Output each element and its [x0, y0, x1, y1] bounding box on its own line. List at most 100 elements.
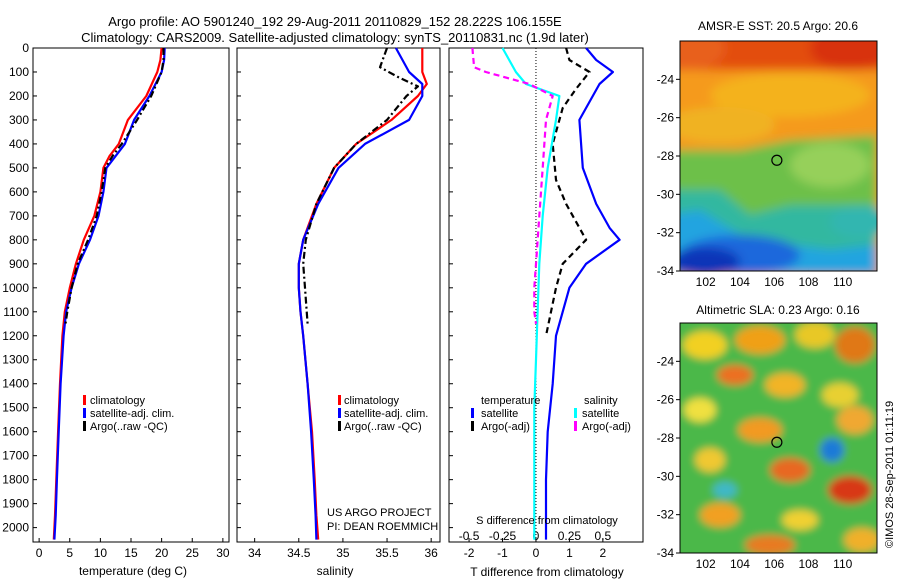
x-tick-label: 0	[36, 546, 43, 560]
map-lat-tick-label: -30	[657, 187, 675, 201]
header-title: Argo profile: AO 5901240_192 29-Aug-2011…	[108, 14, 562, 29]
legend-marker-s-satellite	[574, 408, 577, 418]
legend-label-satellite: satellite-adj. clim.	[90, 408, 174, 420]
depth-tick-label: 1400	[2, 377, 29, 391]
map-lat-tick-label: -30	[657, 469, 675, 483]
map-lat-tick-label: -34	[657, 546, 675, 560]
s-diff-tick-label: -0.5	[459, 529, 480, 543]
map-lon-tick-label: 102	[696, 557, 716, 571]
series-line-argo-raw-qc	[64, 48, 165, 324]
x-tick-label: -1	[497, 546, 508, 560]
depth-tick-label: 1600	[2, 425, 29, 439]
x-tick-label: -2	[464, 546, 475, 560]
map-lat-tick-label: -24	[657, 72, 675, 86]
sst-map-title: AMSR-E SST: 20.5 Argo: 20.6	[698, 19, 858, 33]
map-lat-tick-label: -26	[657, 111, 675, 125]
sla-map-frame	[679, 322, 878, 554]
depth-tick-label: 1200	[2, 329, 29, 343]
depth-tick-label: 300	[9, 113, 29, 127]
map-lat-tick-label: -28	[657, 149, 675, 163]
x-tick-label: 36	[424, 546, 438, 560]
x-tick-label: 1	[566, 546, 573, 560]
depth-tick-label: 800	[9, 233, 29, 247]
legend-label-climatology: climatology	[344, 395, 400, 407]
s-diff-tick-label: -0.25	[489, 529, 517, 543]
legend-label-t-argo: Argo(-adj)	[481, 421, 530, 433]
legend-label-argo: Argo(..raw -QC)	[90, 421, 168, 433]
legend-marker-climatology	[338, 395, 341, 405]
depth-tick-label: 1500	[2, 401, 29, 415]
s-diff-tick-label: 0.5	[595, 529, 612, 543]
legend-label-t-satellite: satellite	[481, 408, 518, 420]
legend-marker-satellite	[338, 408, 341, 418]
sst-map-frame	[679, 40, 878, 272]
x-tick-label: 5	[66, 546, 73, 560]
t-difference-axis-label: T difference from climatology	[470, 565, 624, 579]
map-lon-tick-label: 106	[764, 557, 784, 571]
project-annotation: US ARGO PROJECT	[327, 507, 432, 519]
imos-timestamp: ©IMOS 28-Sep-2011 01:11:19	[884, 401, 896, 548]
series-line-argo-raw-qc	[302, 47, 419, 324]
depth-tick-label: 0	[22, 41, 29, 55]
sst-map-field	[680, 41, 877, 271]
salinity-axis-label: salinity	[317, 564, 354, 578]
sla-map-field	[680, 323, 877, 553]
legend-marker-t-argo	[471, 421, 474, 431]
depth-tick-label: 500	[9, 161, 29, 175]
temperature-panel-frame	[32, 47, 230, 543]
argo-location-marker-sst	[771, 154, 783, 166]
x-tick-label: 15	[124, 546, 138, 560]
depth-tick-label: 1300	[2, 353, 29, 367]
map-lon-tick-label: 104	[730, 557, 750, 571]
x-tick-label: 0	[533, 546, 540, 560]
header-subtitle: Climatology: CARS2009. Satellite-adjuste…	[81, 30, 589, 45]
legend-title-salinity: salinity	[584, 395, 618, 407]
map-lat-tick-label: -32	[657, 226, 675, 240]
map-lon-tick-label: 110	[833, 275, 852, 289]
profile-lines	[52, 47, 621, 542]
series-line-temperature-argo-adj	[544, 47, 591, 337]
pi-annotation: PI: DEAN ROEMMICH	[327, 521, 438, 533]
x-tick-label: 2	[600, 546, 607, 560]
depth-tick-label: 1900	[2, 497, 29, 511]
sla-map-title: Altimetric SLA: 0.23 Argo: 0.16	[696, 303, 860, 317]
map-lon-tick-label: 102	[696, 275, 716, 289]
series-line-satellite-adj-clim	[297, 47, 424, 540]
x-tick-label: 10	[94, 546, 108, 560]
depth-tick-label: 700	[9, 209, 29, 223]
series-line-salinity-satellite	[501, 47, 561, 540]
argo-location-marker-sla	[771, 436, 783, 448]
depth-tick-label: 1700	[2, 449, 29, 463]
depth-tick-label: 600	[9, 185, 29, 199]
s-diff-tick-label: 0.25	[558, 529, 582, 543]
axes-ticks: 0 5 10 15 20 25 300100200300400500600700800900…	[2, 41, 852, 571]
depth-tick-label: 200	[9, 89, 29, 103]
x-tick-label: 34.5	[287, 546, 311, 560]
legend-marker-argo	[338, 421, 341, 431]
map-lon-tick-label: 104	[730, 275, 750, 289]
map-lat-tick-label: -32	[657, 508, 675, 522]
legend-title-temperature: temperature	[481, 395, 540, 407]
legend-marker-t-satellite	[471, 408, 474, 418]
salinity-panel-frame	[236, 47, 441, 543]
s-diff-tick-label: 0	[533, 529, 540, 543]
depth-tick-label: 100	[9, 65, 29, 79]
legend-marker-argo	[83, 421, 86, 431]
depth-tick-label: 900	[9, 257, 29, 271]
depth-tick-label: 1800	[2, 473, 29, 487]
x-tick-label: 35	[336, 546, 350, 560]
difference-legend: temperature satellite Argo(-adj) salinit…	[471, 395, 631, 433]
x-tick-label: 30	[216, 546, 230, 560]
legend-label-s-argo: Argo(-adj)	[582, 421, 631, 433]
depth-tick-label: 1100	[3, 305, 29, 319]
legend-marker-climatology	[83, 395, 86, 405]
series-line-satellite-adj-clim	[53, 47, 166, 540]
map-lat-tick-label: -24	[657, 354, 675, 368]
s-difference-axis-label: S difference from climatology	[476, 515, 618, 527]
x-tick-label: 25	[186, 546, 200, 560]
depth-tick-label: 1000	[2, 281, 29, 295]
series-line-salinity-argo-adj	[471, 47, 554, 324]
difference-panel-frame	[448, 47, 644, 543]
x-tick-label: 35.5	[375, 546, 399, 560]
